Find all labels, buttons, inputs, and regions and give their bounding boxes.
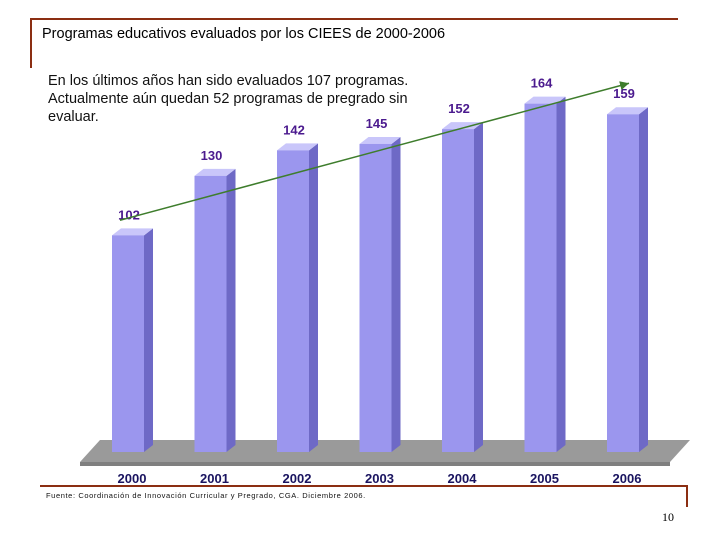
value-label-2004: 152 [448, 101, 470, 116]
bar-2003 [359, 143, 392, 453]
slide-title: Programas educativos evaluados por los C… [42, 26, 446, 42]
frame-bottom-line [40, 485, 688, 487]
bar-top-2001 [194, 168, 236, 176]
value-label-2005: 164 [531, 76, 553, 91]
bar-top-2002 [277, 143, 318, 151]
bar-2005 [524, 103, 557, 452]
bar-side-2004 [474, 122, 483, 453]
trend-line [119, 81, 630, 221]
bar-side-2006 [639, 107, 648, 453]
bar-side-2002 [309, 143, 318, 452]
intro-line: evaluar. [48, 109, 99, 125]
value-label-2003: 145 [366, 116, 388, 131]
bar-2002 [277, 150, 309, 452]
bar-2001 [194, 175, 227, 453]
value-label-2002: 142 [283, 122, 305, 137]
chart-floor-edge [80, 462, 670, 466]
x-tick-label-2004: 2004 [448, 471, 478, 486]
bar-side-2003 [391, 136, 401, 453]
page-number: 10 [662, 510, 674, 524]
intro-line: En los últimos años han sido evaluados 1… [48, 73, 409, 89]
bar-2000 [112, 235, 144, 452]
intro-line: Actualmente aún quedan 52 programas de p… [48, 91, 408, 107]
value-label-2006: 159 [613, 86, 635, 101]
bar-side-2000 [144, 228, 153, 452]
frame-top-line [30, 18, 678, 20]
x-tick-label-2003: 2003 [365, 471, 394, 486]
bar-top-2006 [607, 107, 648, 115]
source-footnote: Fuente: Coordinación de Innovación Curri… [46, 491, 366, 500]
bar-top-2004 [442, 122, 483, 130]
x-tick-label-2001: 2001 [200, 471, 229, 486]
bar-2004 [442, 129, 474, 452]
bar-top-2000 [112, 228, 153, 236]
bar-side-2001 [226, 168, 236, 453]
x-tick-label-2005: 2005 [530, 471, 559, 486]
value-label-2001: 130 [201, 148, 223, 163]
bar-top-2003 [359, 136, 401, 144]
bar-top-2005 [524, 96, 566, 104]
bar-side-2005 [556, 96, 566, 452]
x-tick-label-2006: 2006 [613, 471, 642, 486]
frame-left-line [30, 18, 32, 68]
frame-right-line [686, 485, 688, 507]
bar-2006 [607, 114, 639, 453]
x-tick-label-2002: 2002 [283, 471, 312, 486]
x-tick-label-2000: 2000 [118, 471, 147, 486]
intro-text: En los últimos años han sido evaluados 1… [48, 72, 468, 126]
